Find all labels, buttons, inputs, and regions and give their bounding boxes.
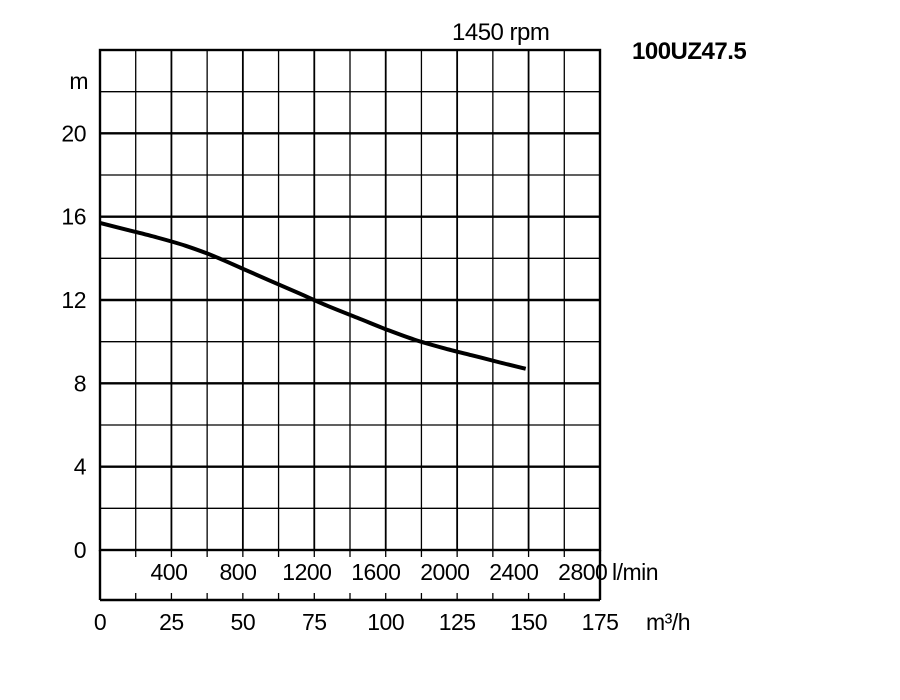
y-tick-label: 4	[74, 454, 87, 480]
speed-label: 1450 rpm	[452, 19, 549, 46]
x-axis-unit: m³/h	[646, 609, 690, 635]
pump-curve-line	[99, 220, 527, 371]
x2-tick-label: 2000	[420, 559, 469, 585]
y-tick-label: 20	[61, 120, 86, 146]
chart-title: 100UZ47.5	[632, 38, 746, 65]
y-axis-unit: m	[69, 68, 88, 94]
x-tick-label: 175	[582, 609, 619, 635]
x-tick-label: 150	[510, 609, 547, 635]
y-tick-label: 16	[61, 204, 86, 230]
x-tick-label: 100	[367, 609, 404, 635]
x2-axis-unit: l/min	[612, 559, 658, 585]
y-tick-label: 0	[74, 537, 86, 563]
x2-tick-label: 1200	[282, 559, 331, 585]
plot-frame	[98, 48, 602, 602]
x-tick-label: 0	[94, 609, 106, 635]
y-tick-label: 12	[61, 287, 86, 313]
x-tick-label: 25	[159, 609, 184, 635]
x-tick-label: 75	[302, 609, 327, 635]
x-tick-label: 125	[439, 609, 476, 635]
x2-tick-label: 800	[219, 559, 256, 585]
grid	[100, 50, 600, 550]
curve-layer	[99, 220, 527, 371]
x-tick-label: 50	[231, 609, 256, 635]
x2-tick-label: 2400	[489, 559, 538, 585]
y-tick-label: 8	[74, 370, 86, 396]
label-layer: 100UZ47.5 1450 rpm m l/min m³/h 0 4 8 12 16 2…	[61, 19, 746, 635]
x2-tick-label: 2800	[558, 559, 607, 585]
x2-tick-label: 400	[151, 559, 188, 585]
x2-tick-label: 1600	[351, 559, 400, 585]
